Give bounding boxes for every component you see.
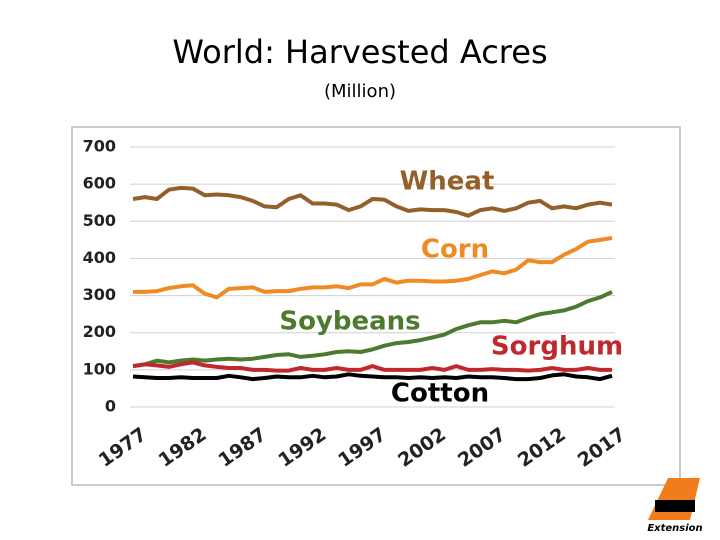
y-tick-label: 100 (83, 359, 116, 378)
x-tick-label: 1992 (274, 423, 330, 471)
series-label: Cotton (391, 379, 489, 409)
chart-title: World: Harvested Acres (172, 33, 547, 71)
x-tick-label: 1987 (214, 423, 270, 471)
x-tick-label: 2007 (454, 423, 510, 471)
y-tick-label: 0 (105, 397, 116, 416)
logo-text: Extension (647, 523, 702, 534)
plot-frame (71, 126, 681, 486)
series-line (132, 290, 613, 369)
y-tick-label: 300 (83, 285, 116, 304)
series-line (132, 185, 613, 218)
x-tick-label: 2017 (574, 423, 630, 471)
x-tick-label: 2002 (394, 423, 450, 471)
x-tick-label: 2012 (514, 423, 570, 471)
y-tick-label: 400 (83, 248, 116, 267)
series-line (132, 360, 612, 373)
series-label: Wheat (400, 167, 495, 197)
x-tick-label: 1982 (155, 423, 211, 471)
logo-band (655, 500, 695, 512)
x-tick-label: 1977 (95, 423, 151, 471)
logo: Extension (647, 478, 703, 534)
y-tick-label: 200 (83, 322, 116, 341)
y-tick-label: 500 (83, 211, 116, 230)
chart-subtitle: (Million) (324, 81, 396, 102)
series-label: Sorghum (491, 332, 623, 362)
series-label: Corn (421, 235, 489, 265)
series-label: Soybeans (279, 307, 420, 337)
y-tick-label: 700 (83, 137, 116, 156)
y-tick-label: 600 (83, 174, 116, 193)
x-tick-label: 1997 (334, 423, 390, 471)
series-line (132, 372, 613, 382)
series-line (133, 236, 613, 300)
